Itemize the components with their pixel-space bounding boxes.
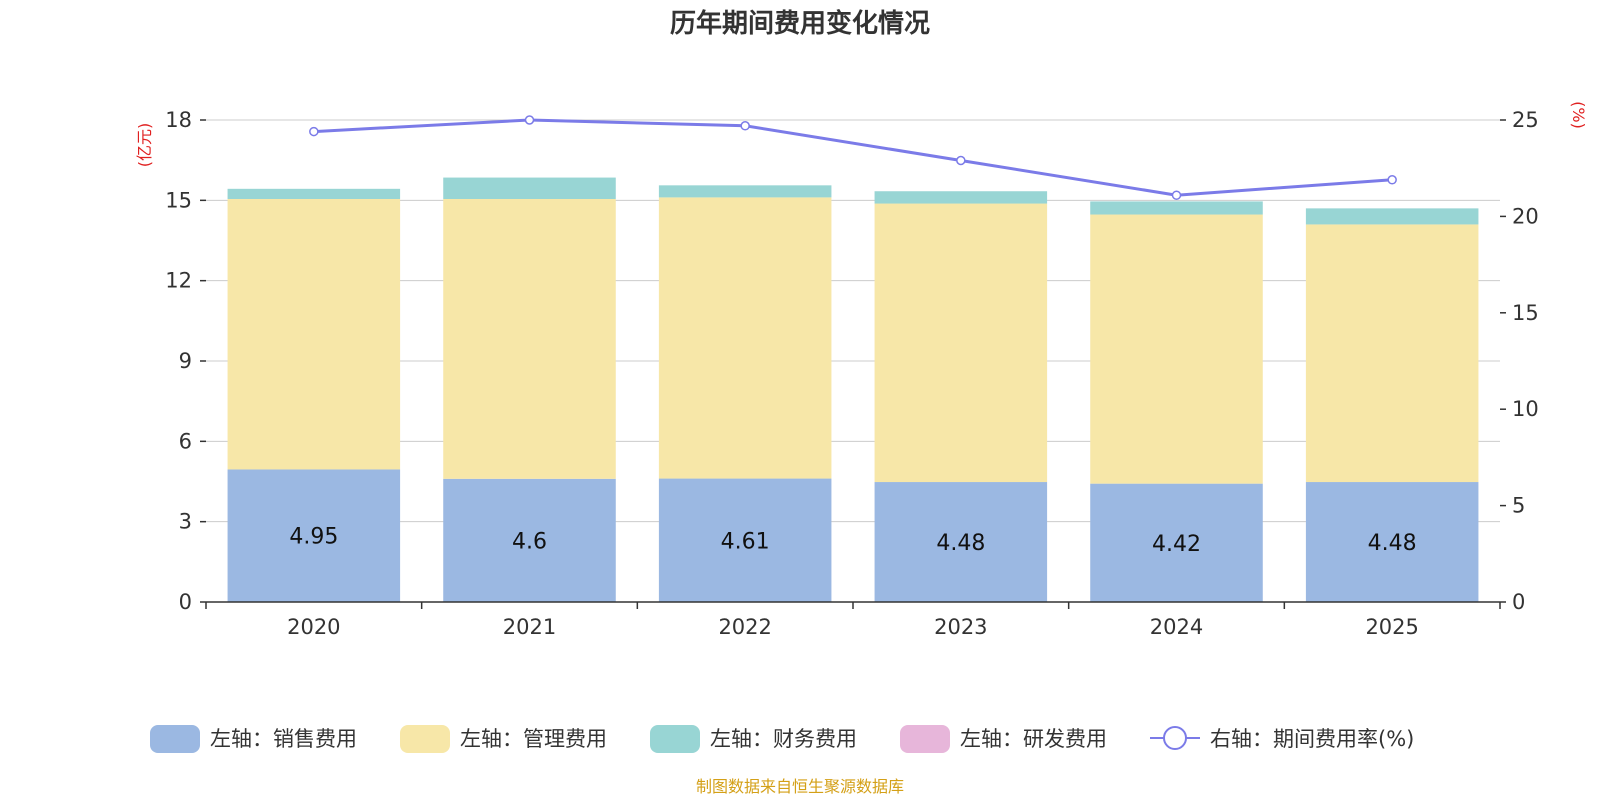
bar-segment — [658, 185, 832, 198]
left-axis-tick-label: 0 — [179, 590, 192, 614]
right-axis-tick-label: 0 — [1512, 590, 1525, 614]
right-axis-tick-label: 5 — [1512, 494, 1525, 518]
rate-point — [524, 115, 535, 125]
bar-value-label: 4.95 — [289, 525, 338, 550]
bar-segment — [1305, 482, 1479, 602]
bar-segment — [1090, 483, 1263, 602]
rate-line — [309, 115, 1397, 200]
bar-segment — [874, 203, 1048, 483]
bar-segment — [658, 478, 832, 602]
bar-value-label: 4.48 — [936, 531, 985, 556]
rate-point — [740, 121, 750, 131]
legend-label: 左轴：管理费用 — [460, 727, 607, 751]
left-axis-tick-label: 9 — [179, 349, 192, 373]
bar-segment — [227, 198, 401, 470]
bar-segment — [443, 478, 616, 602]
x-axis-tick-label: 2020 — [287, 615, 340, 639]
left-axis-tick-label: 15 — [165, 188, 192, 212]
bar-segment — [443, 198, 616, 479]
bar-segment — [658, 197, 832, 479]
bar-segment — [1090, 214, 1263, 484]
right-axis-unit: (%) — [1569, 101, 1588, 129]
legend-marker — [1163, 726, 1187, 750]
bar-segment — [443, 177, 616, 199]
left-axis-tick-label: 18 — [165, 108, 192, 132]
left-axis-tick-label: 12 — [165, 269, 192, 293]
bar-segment — [227, 188, 401, 199]
grid-lines — [206, 119, 1500, 603]
bar-value-label: 4.42 — [1152, 532, 1201, 557]
bar-segment — [1305, 224, 1479, 483]
data-source-note: 制图数据来自恒生聚源数据库 — [696, 777, 904, 796]
rate-point — [309, 126, 319, 137]
legend-label: 右轴：期间费用率(%) — [1210, 727, 1414, 751]
legend-label: 左轴：销售费用 — [210, 727, 357, 751]
rate-point — [956, 155, 966, 166]
bars: 4.95 4.6 4.61 4.48 4.42 4.48 — [227, 177, 1479, 602]
legend-swatch — [400, 725, 450, 753]
right-axis-tick-label: 15 — [1512, 301, 1539, 325]
x-axis-tick-label: 2022 — [718, 615, 771, 639]
bar-segment — [874, 482, 1048, 602]
legend-swatch — [900, 725, 950, 753]
left-axis-tick-label: 6 — [179, 429, 192, 453]
bar-value-label: 4.48 — [1368, 531, 1417, 556]
legend-label: 左轴：财务费用 — [710, 727, 857, 751]
rate-point — [1387, 175, 1397, 185]
rate-point — [1171, 190, 1182, 200]
bar-segment — [1090, 201, 1263, 215]
left-axis-tick-label: 3 — [179, 510, 192, 534]
legend-swatch — [650, 725, 700, 753]
bar-value-label: 4.6 — [512, 529, 547, 554]
bar-segment — [1305, 208, 1479, 225]
left-axis-unit: (亿元) — [135, 123, 154, 168]
right-axis-tick-label: 25 — [1512, 108, 1539, 132]
legend: 左轴：销售费用 左轴：管理费用 左轴：财务费用 左轴：研发费用 右轴：期间费用率(%) — [150, 725, 1414, 753]
legend-swatch — [150, 725, 200, 753]
x-axis-tick-label: 2021 — [503, 615, 556, 639]
bar-segment — [227, 469, 401, 602]
legend-label: 左轴：研发费用 — [960, 727, 1107, 751]
right-axis-tick-label: 10 — [1512, 397, 1539, 421]
rate-line-path — [313, 118, 1393, 197]
x-axis-tick-label: 2025 — [1365, 615, 1418, 639]
bar-value-label: 4.61 — [721, 529, 770, 554]
right-axis-tick-label: 20 — [1512, 204, 1539, 228]
x-axis-tick-label: 2023 — [934, 615, 987, 639]
bar-segment — [874, 191, 1048, 204]
x-axis-tick-label: 2024 — [1150, 615, 1203, 639]
chart-title: 历年期间费用变化情况 — [670, 8, 930, 39]
